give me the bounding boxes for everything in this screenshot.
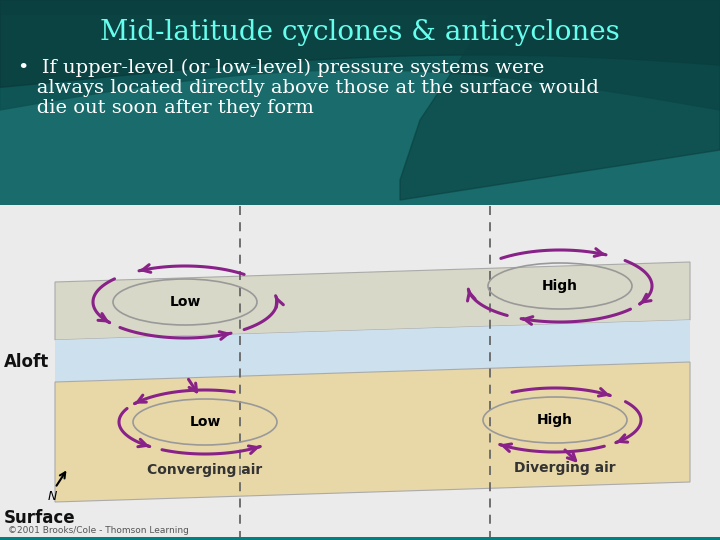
Polygon shape	[55, 320, 690, 382]
Text: Diverging air: Diverging air	[514, 461, 616, 475]
Text: die out soon after they form: die out soon after they form	[18, 99, 314, 117]
Text: ©2001 Brooks/Cole - Thomson Learning: ©2001 Brooks/Cole - Thomson Learning	[8, 526, 189, 535]
Text: High: High	[537, 413, 573, 427]
Polygon shape	[55, 262, 690, 340]
Bar	[0, 0, 720, 15]
Polygon shape	[55, 362, 690, 502]
Text: Mid-latitude cyclones & anticyclones: Mid-latitude cyclones & anticyclones	[100, 18, 620, 45]
Text: High: High	[542, 279, 578, 293]
Bar	[0, 537, 720, 540]
Text: Low: Low	[189, 415, 221, 429]
Text: Surface: Surface	[4, 509, 76, 527]
Polygon shape	[400, 0, 720, 200]
Text: Low: Low	[169, 295, 201, 309]
Text: •  If upper-level (or low-level) pressure systems were: • If upper-level (or low-level) pressure…	[18, 59, 544, 77]
Bar	[0, 205, 720, 540]
Text: Aloft: Aloft	[4, 353, 49, 371]
Text: always located directly above those at the surface would: always located directly above those at t…	[18, 79, 599, 97]
Text: N: N	[48, 490, 57, 503]
Text: Converging air: Converging air	[148, 463, 263, 477]
